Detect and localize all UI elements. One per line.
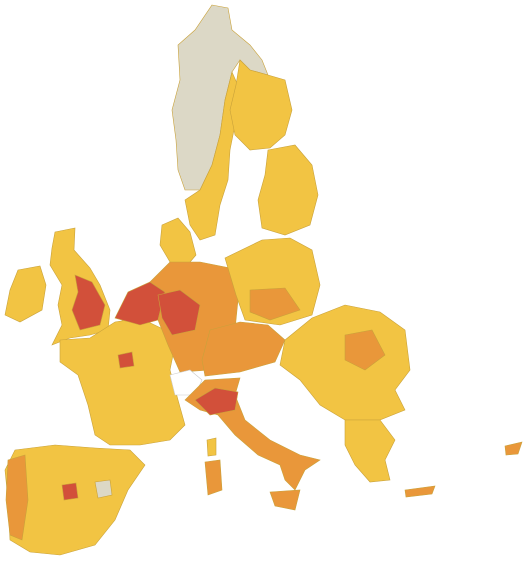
portugal — [5, 454, 29, 541]
sicily — [269, 489, 301, 511]
crete — [404, 485, 436, 498]
poland — [224, 237, 321, 326]
italy-north — [194, 387, 239, 416]
germany-urban — [157, 289, 201, 336]
central-europe — [201, 321, 286, 377]
paris — [117, 351, 135, 369]
romania-region — [344, 329, 386, 371]
finland — [229, 59, 293, 151]
cyprus — [504, 441, 523, 456]
england-urban — [71, 274, 106, 331]
greece — [344, 419, 396, 483]
madrid — [61, 482, 79, 501]
spain-interior — [94, 479, 113, 499]
corsica — [206, 437, 217, 457]
balkans — [279, 304, 411, 421]
poland-south — [249, 287, 301, 321]
ireland — [4, 265, 47, 323]
benelux — [114, 281, 166, 326]
denmark — [159, 217, 197, 269]
sardinia — [204, 459, 223, 496]
baltics — [257, 144, 319, 236]
